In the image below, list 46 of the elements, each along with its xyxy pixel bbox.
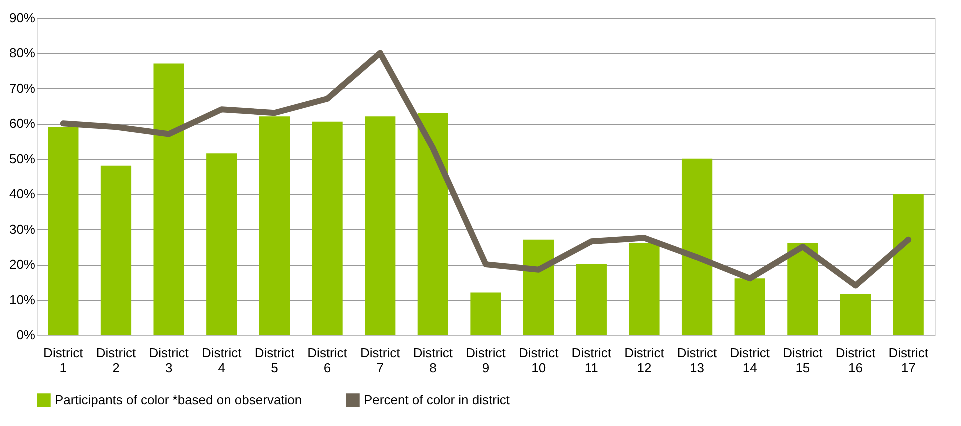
bar — [734, 278, 766, 335]
bar — [206, 154, 238, 335]
bar — [312, 122, 343, 335]
bar — [788, 243, 818, 335]
y-tick-label: 90% — [9, 10, 36, 26]
bar — [840, 294, 872, 335]
bar — [365, 116, 396, 335]
bar — [524, 240, 554, 335]
y-tick-label: 20% — [9, 257, 36, 272]
legend-label: Percent of color in district — [364, 392, 510, 408]
x-tick-label: District 8 — [413, 346, 454, 376]
x-tick-label: District 1 — [44, 346, 84, 376]
x-tick-label: District 12 — [624, 346, 665, 376]
x-tick-label: District 9 — [466, 346, 506, 376]
y-tick-label: 60% — [9, 116, 36, 132]
bar — [576, 264, 607, 335]
x-tick-label: District 5 — [254, 346, 295, 376]
bar — [682, 158, 713, 335]
bar — [418, 113, 448, 335]
y-tick-label: 10% — [9, 292, 36, 308]
x-tick-label: District 11 — [572, 346, 612, 376]
y-tick-label: 0% — [16, 328, 36, 342]
x-tick-label: District 14 — [730, 346, 770, 376]
bar — [259, 116, 290, 335]
x-tick-label: District 15 — [783, 346, 824, 376]
bar — [470, 292, 502, 335]
x-tick-label: District 7 — [360, 346, 401, 376]
x-tick-label: District 13 — [677, 346, 718, 376]
legend-label: Participants of color *based on observation — [55, 392, 302, 408]
x-tick-label: District 17 — [888, 346, 929, 376]
y-tick-label: 80% — [9, 46, 36, 61]
x-tick-label: District 3 — [149, 346, 190, 376]
x-tick-label: District 2 — [96, 346, 136, 376]
bar — [48, 127, 79, 335]
bar — [893, 194, 924, 335]
bar — [100, 166, 132, 335]
y-tick-label: 70% — [9, 80, 36, 96]
bar — [154, 64, 184, 335]
x-tick-label: District 10 — [518, 346, 560, 376]
bar — [629, 243, 660, 335]
y-tick-label: 30% — [9, 222, 36, 237]
y-tick-label: 50% — [9, 151, 36, 166]
x-tick-label: District 4 — [202, 346, 242, 376]
x-tick-label: District 16 — [836, 346, 876, 376]
x-tick-label: District 6 — [308, 346, 348, 376]
y-tick-label: 40% — [9, 186, 36, 202]
